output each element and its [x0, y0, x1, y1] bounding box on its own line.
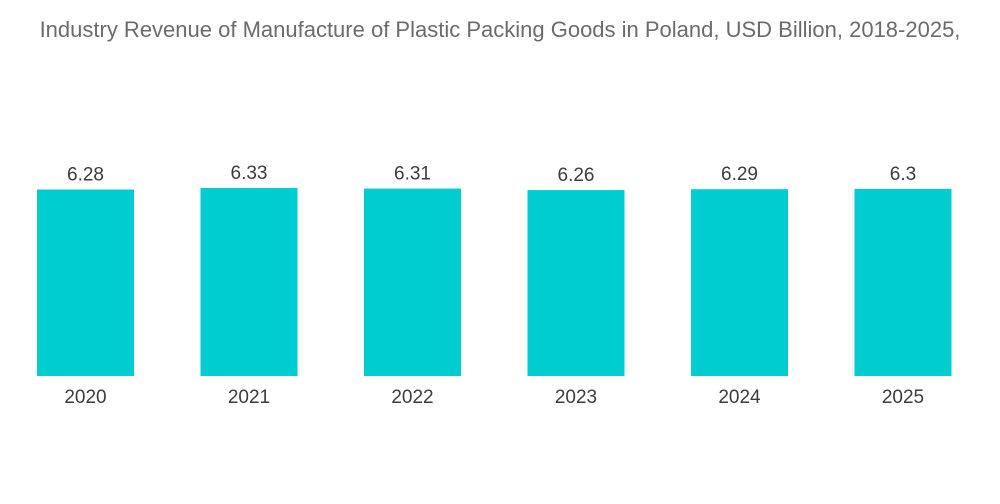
bar-2025 [854, 188, 952, 376]
data-label-2021: 6.33 [231, 163, 268, 184]
bar-2022 [364, 188, 461, 376]
bar-2020 [37, 189, 134, 376]
bar-2023 [527, 190, 625, 376]
data-label-2023: 6.26 [558, 165, 595, 186]
x-tick-label-2021: 2021 [228, 387, 270, 408]
x-tick-label-2020: 2020 [64, 387, 106, 408]
bar-2021 [200, 188, 298, 376]
x-tick-label-2022: 2022 [391, 387, 433, 408]
bar-2024 [691, 189, 788, 376]
x-tick-label-2024: 2024 [718, 387, 761, 408]
data-label-2025: 6.3 [890, 164, 916, 185]
x-tick-label-2025: 2025 [882, 387, 924, 408]
chart-title: Industry Revenue of Manufacture of Plast… [39, 17, 961, 42]
data-label-2024: 6.29 [721, 164, 758, 185]
data-label-2022: 6.31 [394, 164, 431, 185]
x-tick-label-2023: 2023 [555, 387, 597, 408]
data-label-2020: 6.28 [67, 165, 104, 186]
